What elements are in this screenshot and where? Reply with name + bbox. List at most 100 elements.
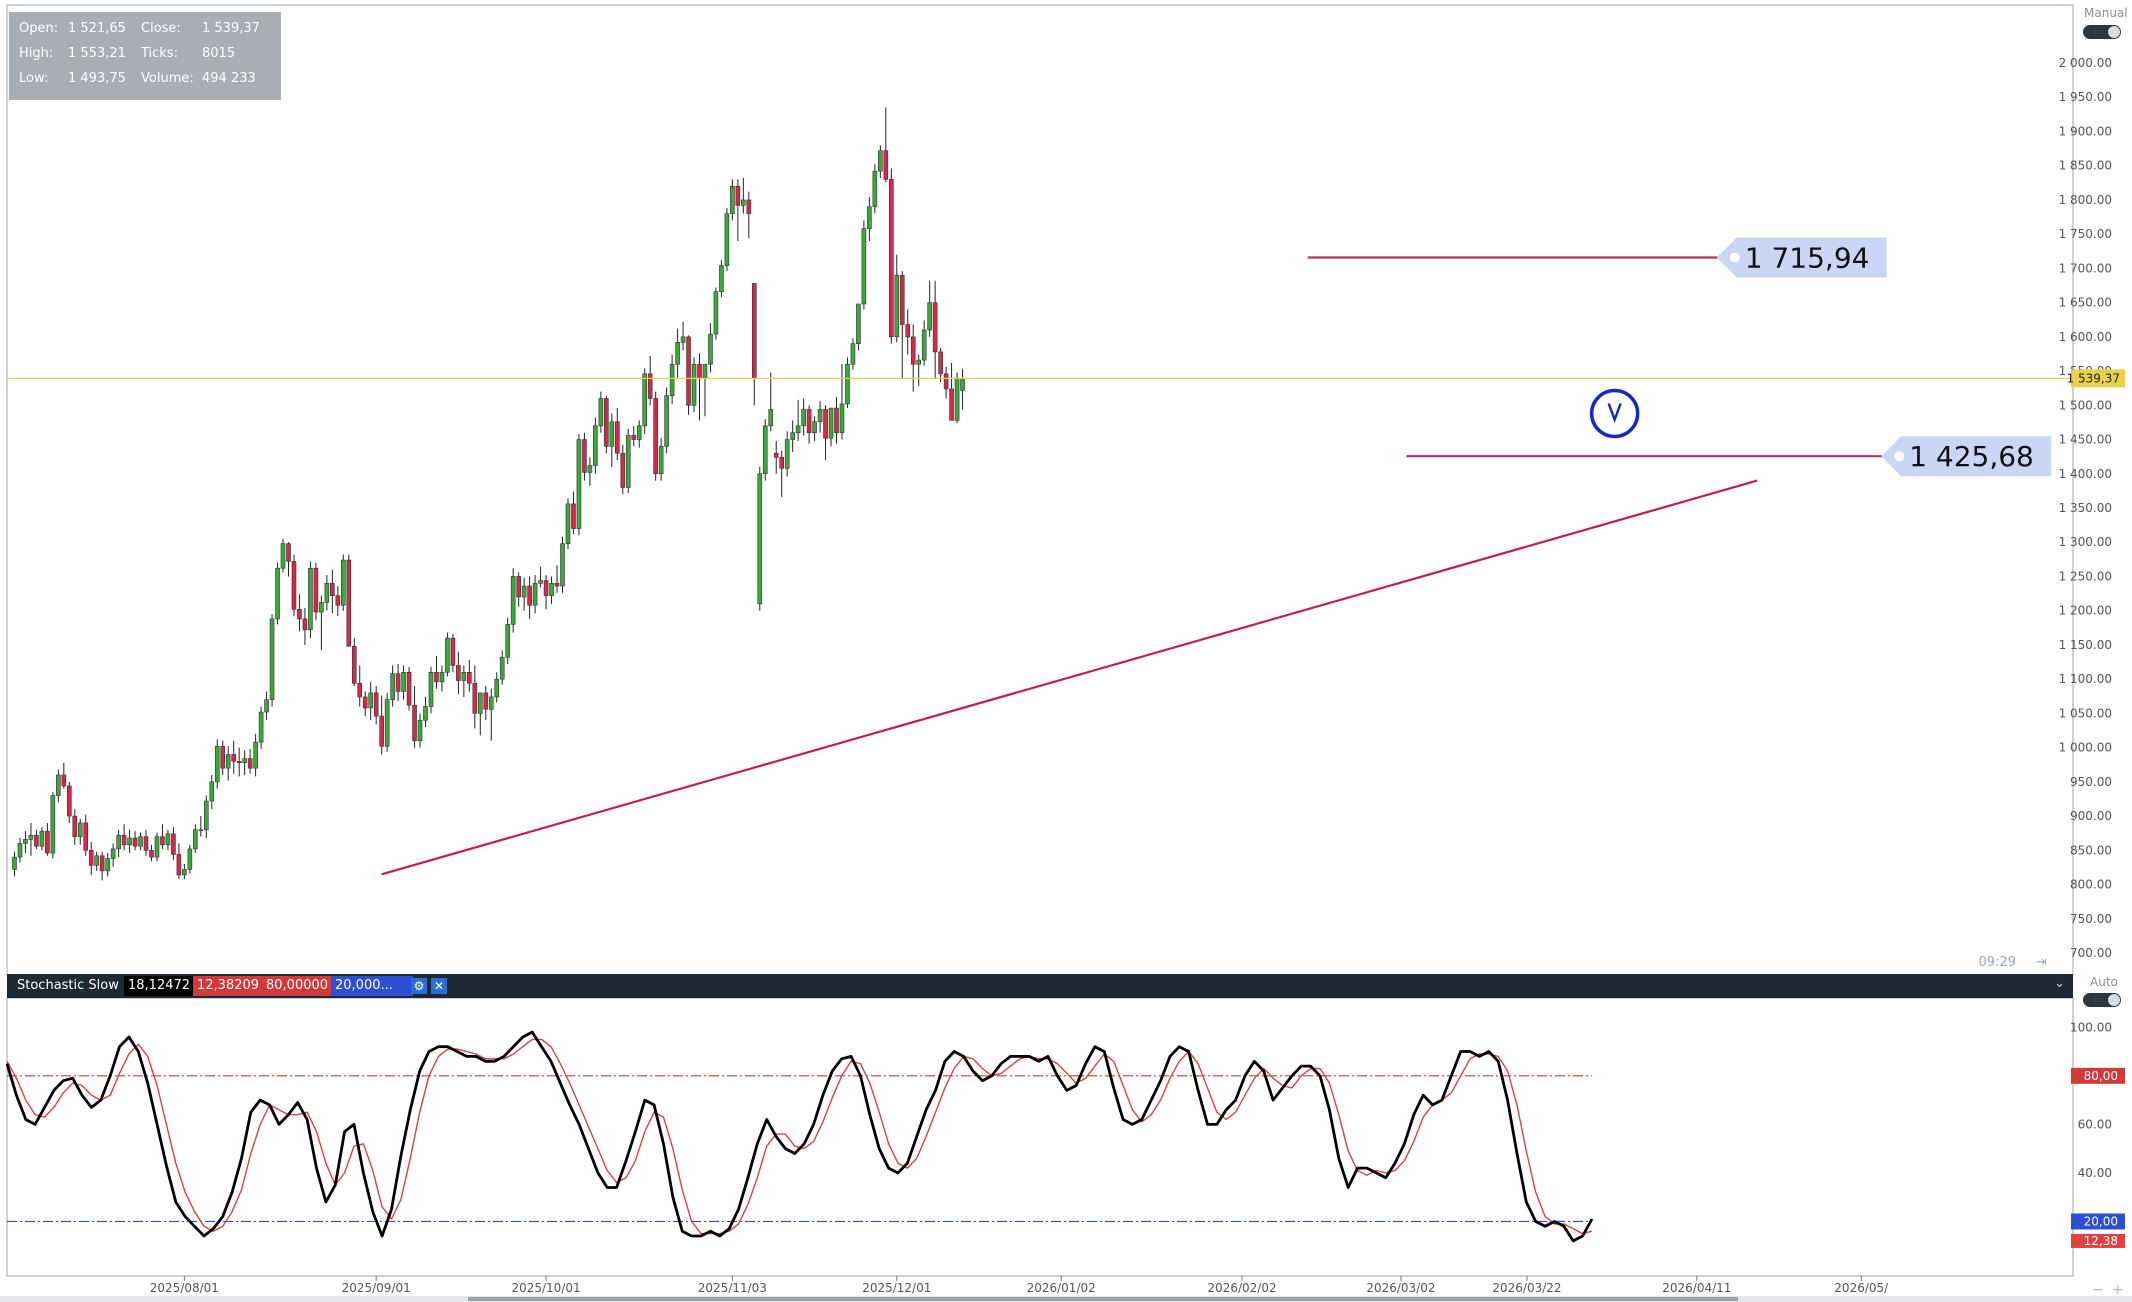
candle[interactable] — [921, 320, 927, 366]
candle[interactable] — [647, 356, 653, 406]
candle[interactable] — [335, 586, 341, 617]
candle[interactable] — [779, 450, 785, 498]
candle[interactable] — [614, 408, 620, 461]
candle[interactable] — [116, 829, 121, 858]
candle[interactable] — [132, 831, 138, 851]
scroll-end-icon[interactable]: ⇥ — [2036, 955, 2047, 970]
candle[interactable] — [220, 740, 226, 775]
candle[interactable] — [236, 747, 242, 777]
candle[interactable] — [302, 607, 308, 645]
candle[interactable] — [28, 822, 34, 856]
candle[interactable] — [72, 809, 78, 845]
price-pane[interactable] — [6, 4, 2074, 976]
oscillator-pane[interactable] — [6, 997, 2074, 1277]
level-callout[interactable]: 1 715,94 — [1716, 237, 1887, 278]
candle[interactable] — [121, 824, 127, 851]
candle[interactable] — [576, 434, 582, 536]
candle[interactable] — [850, 338, 856, 370]
candle[interactable] — [461, 665, 467, 697]
candle[interactable] — [50, 792, 56, 859]
candle[interactable] — [713, 287, 719, 340]
candle[interactable] — [373, 686, 379, 725]
candle[interactable] — [67, 781, 72, 823]
candle[interactable] — [280, 538, 286, 573]
candle[interactable] — [231, 740, 236, 774]
candle[interactable] — [653, 391, 658, 481]
candle[interactable] — [17, 837, 23, 863]
candle[interactable] — [434, 655, 439, 689]
candle[interactable] — [554, 565, 560, 593]
candle[interactable] — [346, 554, 352, 647]
candle[interactable] — [417, 713, 423, 748]
candle[interactable] — [532, 575, 538, 614]
candle[interactable] — [872, 164, 878, 214]
candle[interactable] — [538, 566, 543, 588]
candle[interactable] — [609, 413, 615, 467]
candle[interactable] — [154, 832, 160, 862]
candle[interactable] — [888, 168, 894, 344]
candle[interactable] — [390, 665, 395, 707]
candle[interactable] — [943, 366, 949, 399]
candle[interactable] — [308, 561, 313, 639]
candle[interactable] — [510, 568, 516, 633]
candle[interactable] — [724, 208, 730, 272]
candle[interactable] — [593, 417, 598, 474]
candle[interactable] — [297, 594, 302, 632]
candle[interactable] — [477, 692, 483, 736]
candle[interactable] — [669, 354, 675, 404]
close-icon[interactable]: ✕ — [431, 978, 447, 994]
candle[interactable] — [543, 575, 549, 610]
candle[interactable] — [806, 405, 812, 444]
candle[interactable] — [927, 280, 932, 337]
candle[interactable] — [291, 554, 297, 617]
candle[interactable] — [324, 575, 330, 611]
candle[interactable] — [264, 691, 269, 721]
candle[interactable] — [193, 824, 198, 854]
candle[interactable] — [784, 431, 790, 477]
candle[interactable] — [817, 401, 823, 433]
candle[interactable] — [625, 428, 631, 493]
candle[interactable] — [899, 271, 905, 378]
price-scale-mode-toggle[interactable] — [2083, 25, 2121, 39]
candle[interactable] — [445, 632, 450, 677]
candle[interactable] — [856, 303, 861, 351]
candle[interactable] — [801, 398, 806, 436]
candle[interactable] — [110, 843, 116, 867]
candle[interactable] — [812, 416, 817, 441]
candle[interactable] — [77, 818, 83, 845]
candle[interactable] — [483, 686, 489, 721]
candle[interactable] — [587, 457, 593, 487]
candle[interactable] — [198, 816, 204, 837]
candle[interactable] — [549, 576, 554, 604]
candle[interactable] — [401, 665, 406, 700]
candle[interactable] — [675, 328, 680, 378]
level-callout[interactable]: 1 425,68 — [1881, 436, 2052, 477]
candle[interactable] — [691, 357, 697, 413]
settings-icon[interactable]: ⚙ — [411, 978, 427, 994]
candle[interactable] — [149, 844, 154, 862]
candle[interactable] — [379, 695, 384, 755]
candle[interactable] — [83, 814, 89, 856]
candle[interactable] — [894, 254, 900, 343]
candle[interactable] — [165, 829, 171, 851]
candle[interactable] — [932, 280, 938, 378]
candle[interactable] — [362, 691, 368, 717]
candle[interactable] — [571, 491, 576, 535]
candle[interactable] — [94, 851, 99, 871]
candle[interactable] — [214, 739, 220, 789]
candle[interactable] — [598, 391, 604, 433]
candle[interactable] — [883, 107, 889, 183]
candle[interactable] — [680, 321, 686, 351]
candle[interactable] — [839, 364, 845, 440]
candle[interactable] — [636, 420, 642, 448]
candle[interactable] — [204, 795, 209, 838]
zoom-in-icon[interactable]: + — [2112, 1282, 2124, 1298]
candle[interactable] — [406, 666, 412, 711]
candle[interactable] — [560, 536, 565, 593]
candle[interactable] — [143, 829, 149, 856]
candle[interactable] — [499, 650, 505, 685]
candle[interactable] — [319, 595, 324, 651]
candle[interactable] — [127, 829, 132, 854]
candle[interactable] — [938, 347, 943, 383]
candle[interactable] — [412, 686, 417, 748]
